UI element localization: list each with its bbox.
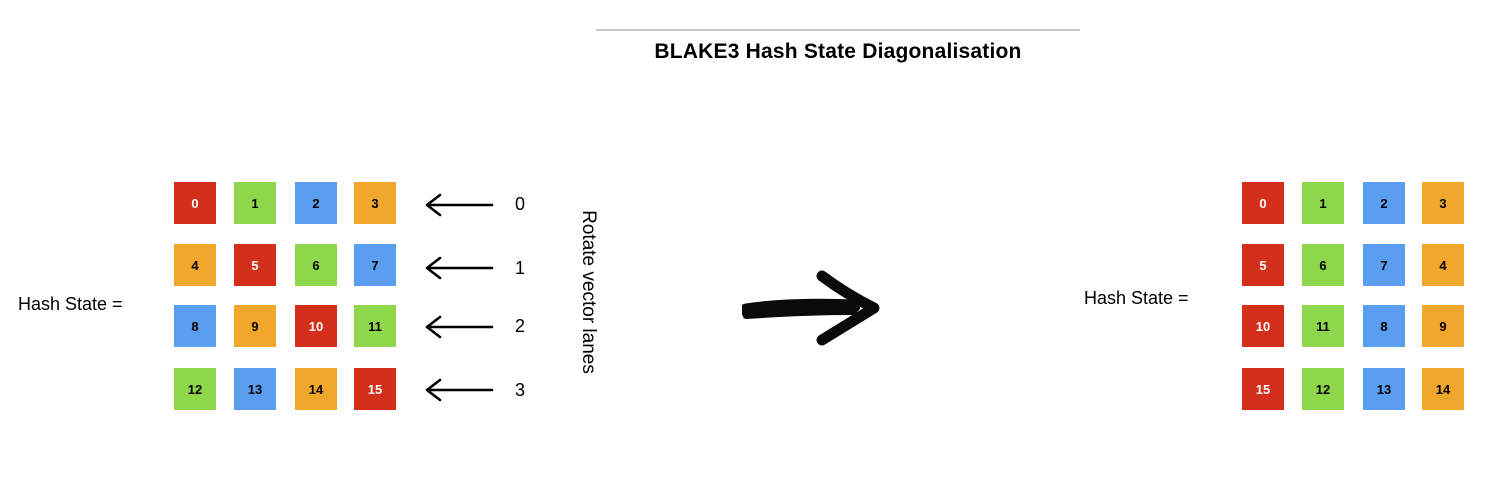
state-cell: 13 (234, 368, 276, 410)
diagram-title: BLAKE3 Hash State Diagonalisation (654, 40, 1022, 63)
state-cell: 7 (1363, 244, 1405, 286)
rotate-vector-lanes-label: Rotate vector lanes (578, 210, 599, 374)
state-cell: 15 (1242, 368, 1284, 410)
state-cell: 8 (174, 305, 216, 347)
right-hash-state-label: Hash State = (1084, 288, 1189, 308)
state-cell: 6 (1302, 244, 1344, 286)
state-cell: 14 (295, 368, 337, 410)
state-cell: 11 (1302, 305, 1344, 347)
state-cell: 9 (234, 305, 276, 347)
state-cell: 7 (354, 244, 396, 286)
state-cell: 15 (354, 368, 396, 410)
rotate-arrow-icon (425, 315, 494, 339)
state-cell: 1 (1302, 182, 1344, 224)
state-cell: 1 (234, 182, 276, 224)
state-cell: 13 (1363, 368, 1405, 410)
state-cell: 9 (1422, 305, 1464, 347)
state-cell: 6 (295, 244, 337, 286)
state-cell: 3 (1422, 182, 1464, 224)
rotation-amount: 1 (515, 258, 526, 278)
state-cell: 10 (295, 305, 337, 347)
state-cell: 5 (1242, 244, 1284, 286)
left-hash-state-label: Hash State = (18, 294, 123, 314)
state-cell: 0 (174, 182, 216, 224)
state-cell: 3 (354, 182, 396, 224)
state-cell: 10 (1242, 305, 1284, 347)
rotate-arrow-icon (425, 193, 494, 217)
rotation-amount: 0 (515, 194, 526, 214)
rotation-amount: 3 (515, 380, 526, 400)
state-cell: 12 (174, 368, 216, 410)
state-cell: 2 (1363, 182, 1405, 224)
left-state-grid: 0 1 2 3 4 5 6 7 8 9 10 11 12 13 14 15 (174, 182, 396, 410)
state-cell: 4 (174, 244, 216, 286)
state-cell: 2 (295, 182, 337, 224)
state-cell: 5 (234, 244, 276, 286)
state-cell: 4 (1422, 244, 1464, 286)
rotate-arrow-icon (425, 378, 494, 402)
state-cell: 11 (354, 305, 396, 347)
right-state-grid: 0 1 2 3 5 6 7 4 10 11 8 9 15 12 13 14 (1242, 182, 1464, 410)
state-cell: 8 (1363, 305, 1405, 347)
title-rule (596, 29, 1080, 31)
rotate-arrow-icon (425, 256, 494, 280)
state-cell: 14 (1422, 368, 1464, 410)
transform-arrow-icon (742, 270, 880, 346)
state-cell: 0 (1242, 182, 1284, 224)
state-cell: 12 (1302, 368, 1344, 410)
rotation-amount: 2 (515, 316, 526, 336)
